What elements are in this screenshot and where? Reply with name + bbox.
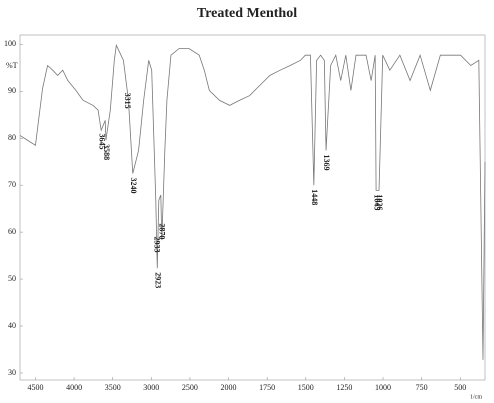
x-tick-label: 3500 <box>105 383 121 392</box>
plot-frame <box>19 34 486 381</box>
x-tick-label: 500 <box>454 383 466 392</box>
x-tick-label: 1750 <box>259 383 275 392</box>
y-tick-label: 60 <box>8 227 16 236</box>
y-tick-label: 70 <box>8 180 16 189</box>
spectrum-line <box>19 43 486 360</box>
peak-label: 2870 <box>158 223 167 239</box>
y-tick-label: 80 <box>8 133 16 142</box>
peak-label: 3240 <box>129 177 138 193</box>
x-tick-label: 1500 <box>298 383 314 392</box>
x-tick-label: 4000 <box>66 383 82 392</box>
peak-label: 1369 <box>322 154 331 170</box>
peak-label: 2933 <box>153 236 162 252</box>
y-tick-label: 40 <box>8 321 16 330</box>
peak-label: 2923 <box>153 272 162 288</box>
x-tick-label: 4500 <box>27 383 43 392</box>
peak-label: 1448 <box>310 189 319 205</box>
chart-title: Treated Menthol <box>197 6 297 21</box>
x-tick-label: 2000 <box>221 383 237 392</box>
y-tick-label: 50 <box>8 274 16 283</box>
y-tick-label: 100 <box>4 39 16 48</box>
peak-label: 3645 <box>98 134 107 150</box>
peak-label: 1026 <box>375 194 384 210</box>
peak-label: 3588 <box>102 144 111 160</box>
x-tick-label: 1000 <box>375 383 391 392</box>
x-axis-label: 1/cm <box>470 394 482 400</box>
peak-label: 1045 <box>372 194 381 210</box>
y-axis-label: %T <box>6 61 18 70</box>
x-tick-label: 2500 <box>182 383 198 392</box>
y-tick-label: 90 <box>8 86 16 95</box>
x-tick-label: 3000 <box>143 383 159 392</box>
peak-label: 3315 <box>123 93 132 109</box>
y-tick-label: 30 <box>8 368 16 377</box>
x-tick-label: 1250 <box>336 383 352 392</box>
x-tick-label: 750 <box>416 383 428 392</box>
